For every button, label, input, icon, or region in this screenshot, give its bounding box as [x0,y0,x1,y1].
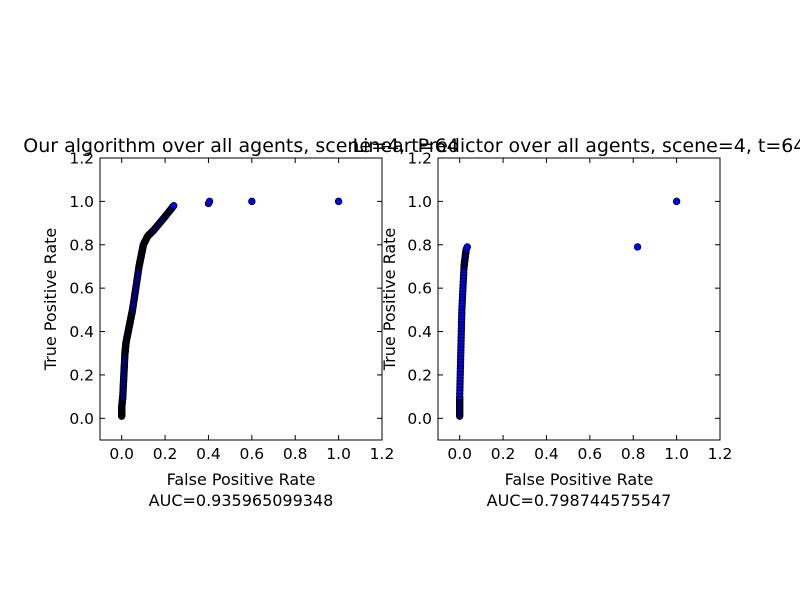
x-tick-label: 1.2 [370,445,395,463]
y-tick-label: 0.8 [69,236,94,254]
auc-caption-right: AUC=0.798744575547 [487,491,672,510]
x-tick-label: 0.4 [196,445,221,463]
chart-title-left: Our algorithm over all agents, scene=4, … [23,135,459,157]
y-tick-label: 0.6 [407,280,432,298]
x-axis-label-right: False Positive Rate [505,470,654,489]
y-axis-label-left: True Positive Rate [41,228,60,372]
roc-point [334,197,343,206]
roc-point [248,197,256,206]
y-tick-label: 0.2 [69,366,94,384]
x-tick-label: 0.8 [283,445,308,463]
x-tick-label: 0.6 [578,445,603,463]
subplot-our-algorithm: 0.0 0.2 0.4 0.6 0.8 1.0 1.2 0.0 0.2 0.4 0.6 0.8 1.0 1… [69,150,394,464]
y-tick-label: 0.4 [407,323,432,341]
auc-caption-left: AUC=0.935965099348 [149,491,334,510]
x-tick-label: 0.2 [153,445,178,463]
roc-point [205,197,214,206]
roc-point [672,197,681,206]
y-tick-label: 0.0 [69,410,94,428]
x-tick-label: 0.0 [109,445,134,463]
y-tick-label: 0.4 [69,323,94,341]
x-tick-label: 0.8 [621,445,646,463]
y-tick-label: 0.8 [407,236,432,254]
axes-frame [99,157,383,441]
y-tick-label: 0.0 [407,410,432,428]
y-tick-label: 0.2 [407,366,432,384]
chart-title-right: Linear Predictor over all agents, scene=… [353,135,800,157]
x-tick-label: 0.0 [447,445,472,463]
y-axis-label-right: True Positive Rate [380,228,399,372]
x-axis-label-left: False Positive Rate [167,470,316,489]
y-tick-label: 0.6 [69,280,94,298]
x-tick-label: 0.4 [534,445,559,463]
x-tick-label: 0.6 [240,445,265,463]
subplot-linear-predictor: 0.0 0.2 0.4 0.6 0.8 1.0 1.2 0.0 0.2 0.4 0.6 0.8 1.0 1… [407,150,732,464]
x-tick-label: 0.2 [491,445,516,463]
y-tick-label: 1.2 [69,150,94,168]
roc-point [633,243,642,251]
y-tick-label: 1.2 [407,150,432,168]
roc-point [463,243,471,251]
x-tick-label: 1.0 [664,445,689,463]
x-tick-label: 1.0 [326,445,351,463]
y-tick-label: 1.0 [69,193,94,211]
roc-point [170,202,178,210]
x-tick-label: 1.2 [708,445,733,463]
axes-frame [437,157,721,441]
y-tick-label: 1.0 [407,193,432,211]
